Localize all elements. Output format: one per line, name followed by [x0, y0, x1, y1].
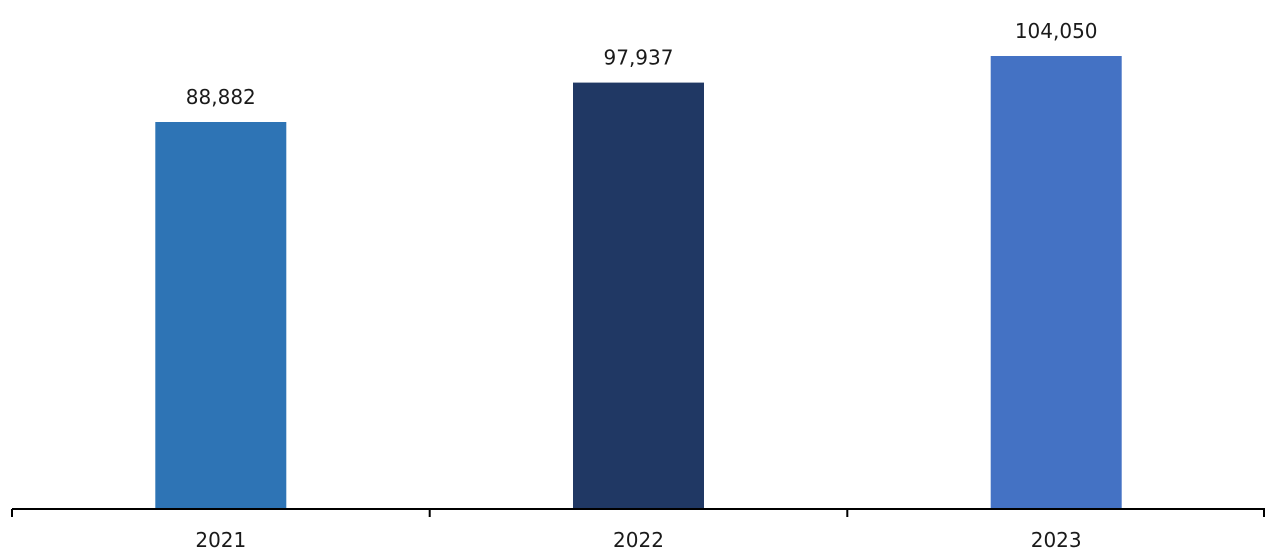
value-label-2022: 97,937 [604, 46, 674, 70]
x-tick-label-2021: 2021 [195, 528, 246, 552]
x-axis: 2021 2022 2023 [11, 508, 1265, 552]
x-tick-label-2022: 2022 [613, 528, 664, 552]
x-tick-label-2023: 2023 [1031, 528, 1082, 552]
bars-layer [155, 56, 1122, 509]
bar-2021 [155, 122, 287, 509]
bar-2022 [573, 82, 704, 509]
value-labels-layer: 88,882 97,937 104,050 [186, 19, 1098, 109]
value-label-2023: 104,050 [1015, 19, 1098, 43]
value-label-2021: 88,882 [186, 85, 256, 109]
bar-2023 [990, 56, 1122, 509]
